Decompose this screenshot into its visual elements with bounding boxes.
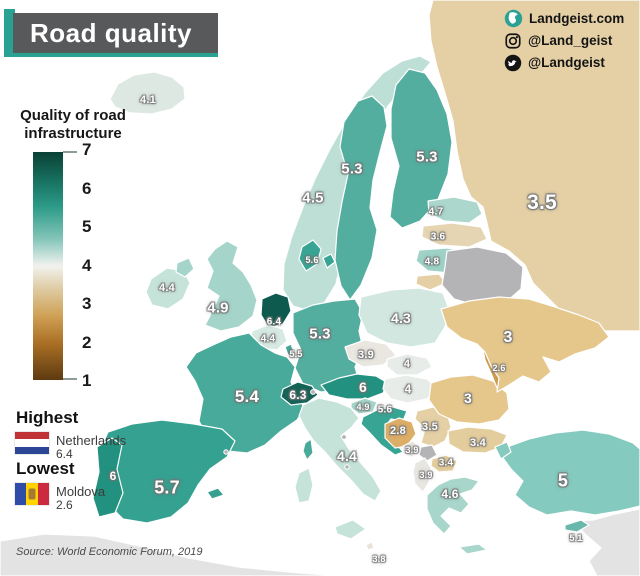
microstate-dot-san-marino [341, 434, 347, 440]
flag-stripe [37, 483, 49, 505]
branding-twitter-handle: @Landgeist [528, 55, 605, 70]
middle-east-landmass [572, 508, 640, 576]
legend-tick-label: 2 [82, 332, 92, 352]
country-shape-malta [365, 541, 375, 551]
north-africa-landmass [0, 533, 341, 576]
country-shape-poland [358, 287, 450, 348]
country-shape-netherlands [260, 292, 292, 329]
instagram-icon [505, 32, 521, 49]
country-shape-iceland [109, 71, 186, 115]
legend-tick-label: 7 [82, 140, 92, 159]
branding-twitter-row: @Landgeist [504, 53, 624, 72]
country-shape-luxembourg [284, 343, 295, 356]
branding-instagram-handle: @Land_geist [528, 33, 613, 48]
title-accent-bar [4, 9, 15, 57]
branding-block: Landgeist.com @Land_geist @Landgeist [504, 9, 624, 72]
page-title: Road quality [30, 17, 193, 48]
country-shape-belarus [441, 246, 524, 307]
moldova-flag [15, 483, 49, 505]
country-shape-turkey-thrace [494, 441, 512, 460]
country-shape-ireland [145, 267, 191, 310]
lowest-value: 2.6 [56, 498, 73, 512]
legend-tick-label: 4 [82, 255, 92, 275]
flag-emblem [28, 488, 36, 500]
microstate-dot-andorra [223, 449, 229, 455]
country-shape-romania [428, 374, 510, 425]
flag-stripe [15, 439, 49, 447]
legend-tick-label: 1 [82, 371, 92, 390]
country-shapes-group [92, 0, 640, 555]
landgeist-logo-icon [504, 9, 523, 28]
title-underline [13, 53, 218, 57]
country-shape-macedonia [430, 454, 458, 473]
microstate-dot-liechtenstein [310, 389, 316, 395]
flag-stripe [15, 446, 49, 454]
microstate-dot-vatican [344, 464, 350, 470]
country-shape-hungary [382, 374, 439, 404]
country-shape-finland [389, 68, 453, 229]
flag-stripe [15, 432, 49, 440]
lowest-country: Moldova [56, 484, 106, 499]
other-land-group [0, 508, 640, 576]
highest-country: Netherlands [56, 433, 127, 448]
country-shape-ukraine [440, 296, 610, 393]
legend-tick-label: 5 [82, 217, 92, 236]
country-shape-great-britain [204, 240, 258, 332]
country-shape-denmark-zealand [322, 253, 336, 269]
highest-value: 6.4 [56, 447, 73, 461]
country-shape-denmark [298, 239, 322, 272]
branding-site-row: Landgeist.com [504, 9, 624, 28]
legend-tick-labels: 7 6 5 4 3 2 1 [82, 141, 91, 389]
country-shape-montenegro [402, 440, 421, 458]
branding-instagram-row: @Land_geist [504, 31, 624, 50]
highest-heading: Highest [16, 408, 79, 427]
lowest-heading: Lowest [16, 459, 75, 478]
legend-tickmark-top [63, 151, 77, 153]
country-shape-kosovo [418, 444, 438, 462]
country-shape-northern-ireland [175, 257, 195, 278]
branding-site-label: Landgeist.com [529, 11, 625, 26]
title-banner: Road quality [13, 13, 218, 53]
netherlands-flag [15, 432, 49, 454]
legend-title: Quality of road infrastructure [20, 107, 126, 142]
country-shape-estonia [427, 196, 483, 224]
country-shape-latvia [421, 222, 488, 248]
legend-tick-label: 3 [82, 294, 92, 313]
twitter-icon [504, 54, 522, 71]
country-shape-sweden [334, 95, 388, 301]
country-shape-france [185, 332, 306, 454]
country-shape-cyprus [564, 519, 590, 533]
country-shape-portugal [92, 437, 124, 518]
microstates-group [223, 389, 350, 470]
flag-stripe [15, 483, 27, 505]
country-shape-albania [412, 457, 432, 493]
country-shape-slovakia [386, 353, 433, 376]
country-shape-corsica [302, 438, 314, 461]
source-note: Source: World Economic Forum, 2019 [16, 546, 203, 558]
legend-tickmark-bottom [63, 378, 77, 380]
country-shape-sardinia [294, 467, 314, 504]
legend-tick-label: 6 [82, 178, 92, 198]
country-shape-sicily [334, 519, 367, 540]
legend-gradient-bar [33, 152, 63, 380]
country-shape-crete [458, 543, 488, 555]
country-shape-bosnia [384, 417, 417, 449]
country-shape-balearics [206, 487, 225, 500]
country-shape-switzerland [280, 381, 319, 406]
country-shape-turkey [502, 429, 640, 516]
country-shape-kaliningrad [415, 273, 447, 291]
country-shape-greece [426, 476, 480, 535]
